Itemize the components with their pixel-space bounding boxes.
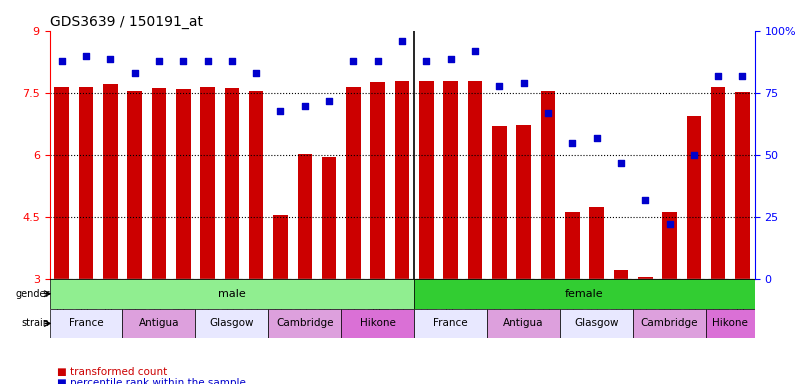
- Point: [104, 56, 117, 62]
- Point: [663, 221, 676, 227]
- FancyBboxPatch shape: [49, 279, 414, 309]
- FancyBboxPatch shape: [706, 309, 755, 338]
- Bar: [371, 82, 385, 279]
- Bar: [492, 126, 507, 279]
- Point: [590, 135, 603, 141]
- Point: [517, 80, 530, 86]
- Bar: [663, 212, 677, 279]
- Text: GDS3639 / 150191_at: GDS3639 / 150191_at: [49, 15, 203, 29]
- FancyBboxPatch shape: [487, 309, 560, 338]
- Bar: [322, 157, 337, 279]
- Bar: [711, 87, 726, 279]
- Point: [201, 58, 214, 64]
- Point: [469, 48, 482, 54]
- Text: Antigua: Antigua: [504, 318, 544, 328]
- FancyBboxPatch shape: [268, 309, 341, 338]
- Text: France: France: [433, 318, 468, 328]
- FancyBboxPatch shape: [560, 309, 633, 338]
- Bar: [517, 126, 531, 279]
- Bar: [79, 87, 93, 279]
- FancyBboxPatch shape: [341, 309, 414, 338]
- Text: Hikone: Hikone: [360, 318, 396, 328]
- Text: male: male: [218, 289, 246, 299]
- Bar: [419, 81, 434, 279]
- Bar: [298, 154, 312, 279]
- Text: strain: strain: [22, 318, 49, 328]
- Point: [444, 56, 457, 62]
- Point: [542, 110, 555, 116]
- Bar: [127, 91, 142, 279]
- Point: [493, 83, 506, 89]
- Point: [347, 58, 360, 64]
- Bar: [54, 87, 69, 279]
- Text: Cambridge: Cambridge: [276, 318, 333, 328]
- Point: [323, 98, 336, 104]
- Text: Antigua: Antigua: [139, 318, 179, 328]
- Text: Hikone: Hikone: [712, 318, 749, 328]
- FancyBboxPatch shape: [122, 309, 195, 338]
- Point: [177, 58, 190, 64]
- Bar: [176, 89, 191, 279]
- Text: female: female: [565, 289, 603, 299]
- Point: [420, 58, 433, 64]
- Point: [396, 38, 409, 45]
- Point: [371, 58, 384, 64]
- Text: gender: gender: [15, 289, 49, 299]
- Bar: [444, 81, 458, 279]
- Point: [250, 70, 263, 76]
- Bar: [687, 116, 702, 279]
- Point: [225, 58, 238, 64]
- Point: [566, 140, 579, 146]
- Point: [639, 197, 652, 203]
- Bar: [225, 88, 239, 279]
- Point: [79, 53, 92, 59]
- Bar: [200, 87, 215, 279]
- Text: Glasgow: Glasgow: [209, 318, 254, 328]
- Point: [55, 58, 68, 64]
- Text: Glasgow: Glasgow: [574, 318, 619, 328]
- FancyBboxPatch shape: [414, 309, 487, 338]
- Bar: [565, 212, 580, 279]
- Text: France: France: [69, 318, 103, 328]
- FancyBboxPatch shape: [49, 309, 122, 338]
- FancyBboxPatch shape: [633, 309, 706, 338]
- Text: ■ percentile rank within the sample: ■ percentile rank within the sample: [57, 378, 246, 384]
- Text: ■ transformed count: ■ transformed count: [57, 367, 167, 377]
- Text: Cambridge: Cambridge: [641, 318, 698, 328]
- Bar: [736, 93, 750, 279]
- FancyBboxPatch shape: [195, 309, 268, 338]
- Point: [298, 103, 311, 109]
- FancyBboxPatch shape: [414, 279, 755, 309]
- Point: [274, 108, 287, 114]
- Point: [736, 73, 749, 79]
- Bar: [249, 91, 264, 279]
- Point: [712, 73, 725, 79]
- Point: [152, 58, 165, 64]
- Bar: [590, 207, 604, 279]
- Bar: [541, 91, 556, 279]
- Point: [128, 70, 141, 76]
- Point: [615, 159, 628, 166]
- Point: [688, 152, 701, 158]
- Bar: [273, 215, 288, 279]
- Bar: [103, 84, 118, 279]
- Bar: [395, 81, 410, 279]
- Bar: [614, 270, 629, 279]
- Bar: [152, 88, 166, 279]
- Bar: [468, 81, 483, 279]
- Bar: [638, 277, 653, 279]
- Bar: [346, 87, 361, 279]
